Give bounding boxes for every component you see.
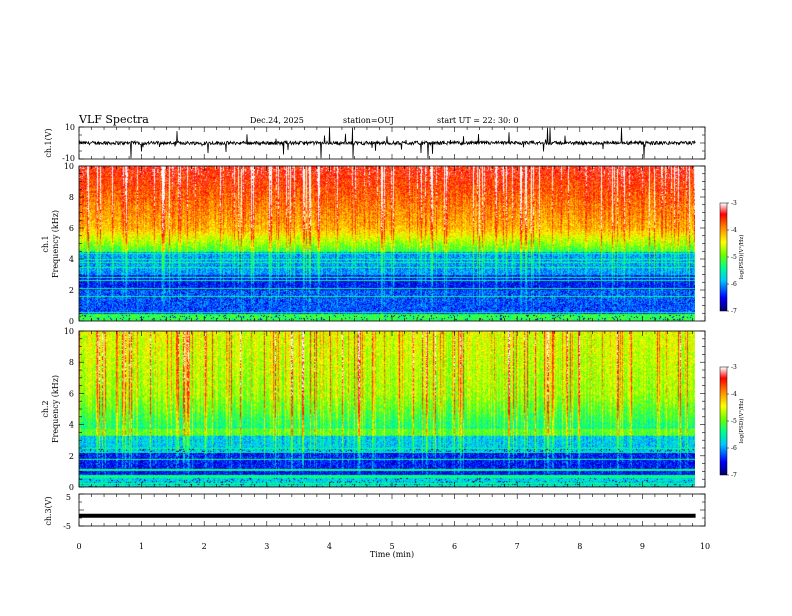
colorbar-tick-label: -4 [731,227,737,234]
colorbar-tick-label: -7 [731,472,737,479]
y-tick-label: 0 [69,317,74,326]
colorbar-tick-label: -7 [731,308,737,315]
colorbar-label: log(PSD)(V²/Hz) [738,235,745,280]
ch3-ytick-bottom: -5 [63,522,71,531]
x-tick-label: 3 [264,542,269,551]
x-tick-label: 8 [577,542,582,551]
figure-title: VLF Spectra [78,113,149,126]
ch2-spectrogram-ticks [78,330,706,488]
x-tick-label: 1 [139,542,144,551]
ch1-waveform-ylabel: ch.1(V) [44,128,53,157]
ch2-spectrogram-ytick-labels: 0 2 4 6 8 10 [64,327,74,492]
colorbar-gradient [720,203,727,311]
x-tick-label: 10 [700,542,710,551]
x-axis-label: Time (min) [370,550,414,559]
ch2-spectrogram-ylabel-channel: ch.2 [41,400,50,417]
y-tick-label: 0 [69,483,74,492]
start-time-label: start UT = 22: 30: 0 [437,116,518,125]
y-tick-label: 4 [69,255,74,264]
y-tick-label: 6 [69,224,74,233]
ch3-waveform-ticks [78,493,706,527]
ch2-spectrogram-ylabel-frequency: Frequency (kHz) [51,375,60,443]
y-tick-label: 4 [69,421,74,430]
ch1-spectrogram-panel: 0 2 4 6 8 10 ch.1 Frequency (kHz) [41,162,706,326]
colorbar-tick-label: -3 [731,200,737,207]
ch1-waveform-line [78,127,696,159]
colorbar-gradient [720,367,727,475]
y-tick-label: 2 [69,286,74,295]
ch1-spectrogram-ticks [78,165,706,322]
date-label: Dec.24, 2025 [250,116,304,125]
ch2-spectrogram-panel: 0 2 4 6 8 10 ch.2 Frequency (kHz) [41,327,706,492]
ch1-waveform-ticks [78,126,706,160]
ch2-spectrogram-image [79,331,695,487]
ch1-spectrogram-ylabel-channel: ch.1 [41,235,50,252]
station-label: station=OUJ [343,116,394,125]
y-tick-label: 8 [69,193,74,202]
x-tick-label: 2 [202,542,207,551]
y-tick-label: 6 [69,389,74,398]
x-axis-tick-labels: 0 1 2 3 4 5 6 7 8 9 10 [76,542,710,551]
colorbar-tick-label: -5 [731,418,737,425]
x-tick-label: 7 [515,542,520,551]
y-tick-label: 10 [64,162,74,171]
ch2-colorbar: -3 -4 -5 -6 -7 log(PSD)(V²/Hz) [719,364,745,479]
x-tick-label: 6 [452,542,457,551]
colorbar-tick-label: -5 [731,254,737,261]
ch1-waveform-panel: 10 -10 ch.1(V) [44,123,706,163]
y-tick-label: 2 [69,452,74,461]
colorbar-tick-label: -6 [731,281,737,288]
x-tick-label: 5 [389,542,394,551]
colorbar-tick-label: -4 [731,391,737,398]
x-tick-label: 0 [76,542,81,551]
colorbar-label: log(PSD)(V²/Hz) [738,399,745,444]
ch1-ytick-top: 10 [65,123,75,132]
ch1-spectrogram-ylabel-frequency: Frequency (kHz) [51,210,60,278]
ch3-ytick-top: 5 [66,493,71,502]
y-tick-label: 8 [69,358,74,367]
ch3-waveform-panel: 5 -5 ch.3(V) [44,493,706,531]
ch1-colorbar: -3 -4 -5 -6 -7 log(PSD)(V²/Hz) [719,200,745,315]
y-tick-label: 10 [64,327,74,336]
x-tick-label: 9 [640,542,645,551]
ch1-spectrogram-image [79,166,695,321]
colorbar-tick-label: -3 [731,364,737,371]
ch3-waveform-ylabel: ch.3(V) [44,496,53,525]
x-tick-label: 4 [327,542,332,551]
ch1-ytick-bottom: -10 [62,154,75,163]
ch1-spectrogram-ytick-labels: 0 2 4 6 8 10 [64,162,74,326]
colorbar-tick-label: -6 [731,445,737,452]
